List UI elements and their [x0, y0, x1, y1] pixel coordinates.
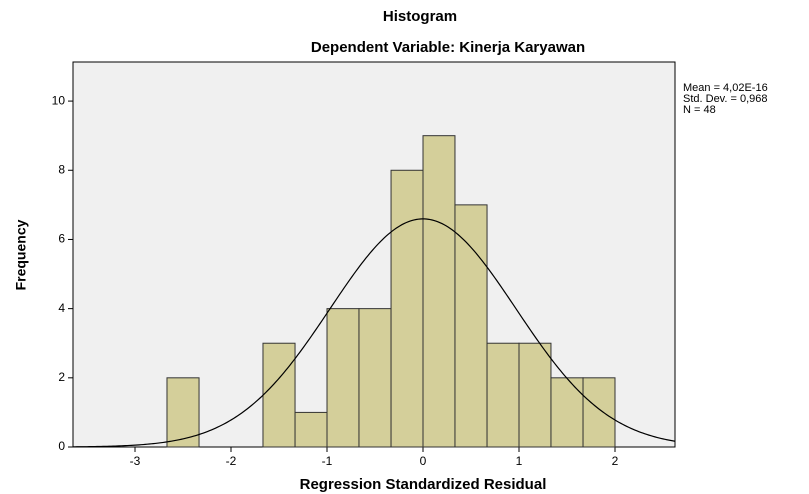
- x-tick-label: 0: [420, 454, 427, 468]
- y-tick-label: 10: [52, 93, 66, 107]
- x-tick-label: -1: [322, 454, 333, 468]
- normal-curve: [72, 218, 676, 448]
- stats-text: N = 48: [683, 104, 716, 116]
- y-tick-label: 0: [58, 439, 65, 453]
- bar: [486, 342, 520, 448]
- bar: [358, 308, 392, 448]
- bar: [518, 342, 552, 448]
- bar: [454, 204, 488, 448]
- stats-text: Mean = 4,02E-16: [683, 82, 768, 94]
- bar: [166, 377, 200, 448]
- bar: [294, 411, 328, 448]
- chart-title: Histogram: [383, 8, 457, 25]
- y-tick-label: 2: [58, 370, 65, 384]
- bar: [326, 308, 360, 448]
- bar: [422, 135, 456, 448]
- x-tick-label: 2: [612, 454, 619, 468]
- y-axis-label: Frequency: [13, 219, 29, 290]
- stats-text: Std. Dev. = 0,968: [683, 93, 768, 105]
- x-tick-label: 1: [516, 454, 523, 468]
- x-tick-label: -3: [130, 454, 141, 468]
- bar: [550, 377, 584, 448]
- y-tick-label: 6: [58, 232, 65, 246]
- bar: [582, 377, 616, 448]
- x-axis-label: Regression Standardized Residual: [300, 476, 547, 493]
- x-tick-label: -2: [226, 454, 237, 468]
- chart-subtitle: Dependent Variable: Kinerja Karyawan: [311, 39, 585, 56]
- y-tick-label: 8: [58, 162, 65, 176]
- y-tick-label: 4: [58, 301, 65, 315]
- bar: [390, 169, 424, 448]
- bar: [262, 342, 296, 448]
